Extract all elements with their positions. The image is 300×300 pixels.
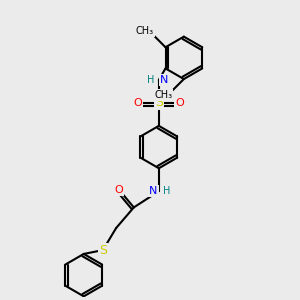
Text: O: O xyxy=(175,98,184,108)
Text: N: N xyxy=(160,75,168,85)
Text: H: H xyxy=(164,186,171,196)
Text: O: O xyxy=(134,98,142,108)
Text: S: S xyxy=(155,96,163,110)
Text: S: S xyxy=(99,244,107,256)
Text: N: N xyxy=(149,186,158,196)
Text: CH₃: CH₃ xyxy=(136,26,154,36)
Text: H: H xyxy=(147,75,154,85)
Text: CH₃: CH₃ xyxy=(154,90,172,100)
Text: O: O xyxy=(115,185,124,195)
